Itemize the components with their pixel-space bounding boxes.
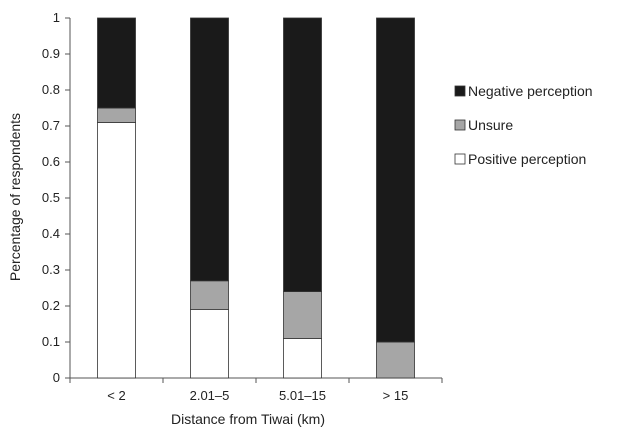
bar-segment [283,291,322,339]
bar-segment [376,341,415,379]
x-axis-title: Distance from Tiwai (km) [171,411,325,427]
y-tick-label: 0.1 [42,334,60,349]
legend-label: Positive perception [468,151,586,167]
y-tick-label: 0.7 [42,118,60,133]
y-tick-label: 1 [53,10,60,25]
y-tick-label: 0.9 [42,46,60,61]
y-tick-label: 0.4 [42,226,60,241]
y-tick-label: 0.5 [42,190,60,205]
bars [97,17,415,379]
bar-segment [190,280,229,310]
y-tick-label: 0 [53,370,60,385]
x-tick-label: > 15 [383,388,409,403]
legend-swatch [454,119,466,131]
legend: Negative perception Unsure Positive percep… [454,83,593,167]
legend-label: Negative perception [468,83,593,99]
bar-segment [376,17,415,343]
y-axis: 0 0.1 0.2 0.3 0.4 0.5 0.6 0.7 0.8 0.9 1 [42,10,71,385]
y-tick-label: 0.2 [42,298,60,313]
legend-label: Unsure [468,117,513,133]
x-tick-label: 2.01–5 [190,388,230,403]
legend-swatch [454,153,466,165]
bar-segment [97,17,136,109]
x-axis: < 2 2.01–5 5.01–15 > 15 [69,377,443,403]
y-axis-title: Percentage of respondents [7,113,23,281]
y-tick-label: 0.6 [42,154,60,169]
bar-segment [190,17,229,282]
y-tick-label: 0.8 [42,82,60,97]
bar-segment [283,17,322,293]
bar-segment [97,107,136,123]
legend-swatch [454,85,466,97]
x-tick-label: 5.01–15 [279,388,326,403]
bar-segment [283,337,322,379]
bar-segment [190,309,229,379]
x-tick-label: < 2 [107,388,125,403]
bar-segment [97,122,136,379]
y-tick-label: 0.3 [42,262,60,277]
